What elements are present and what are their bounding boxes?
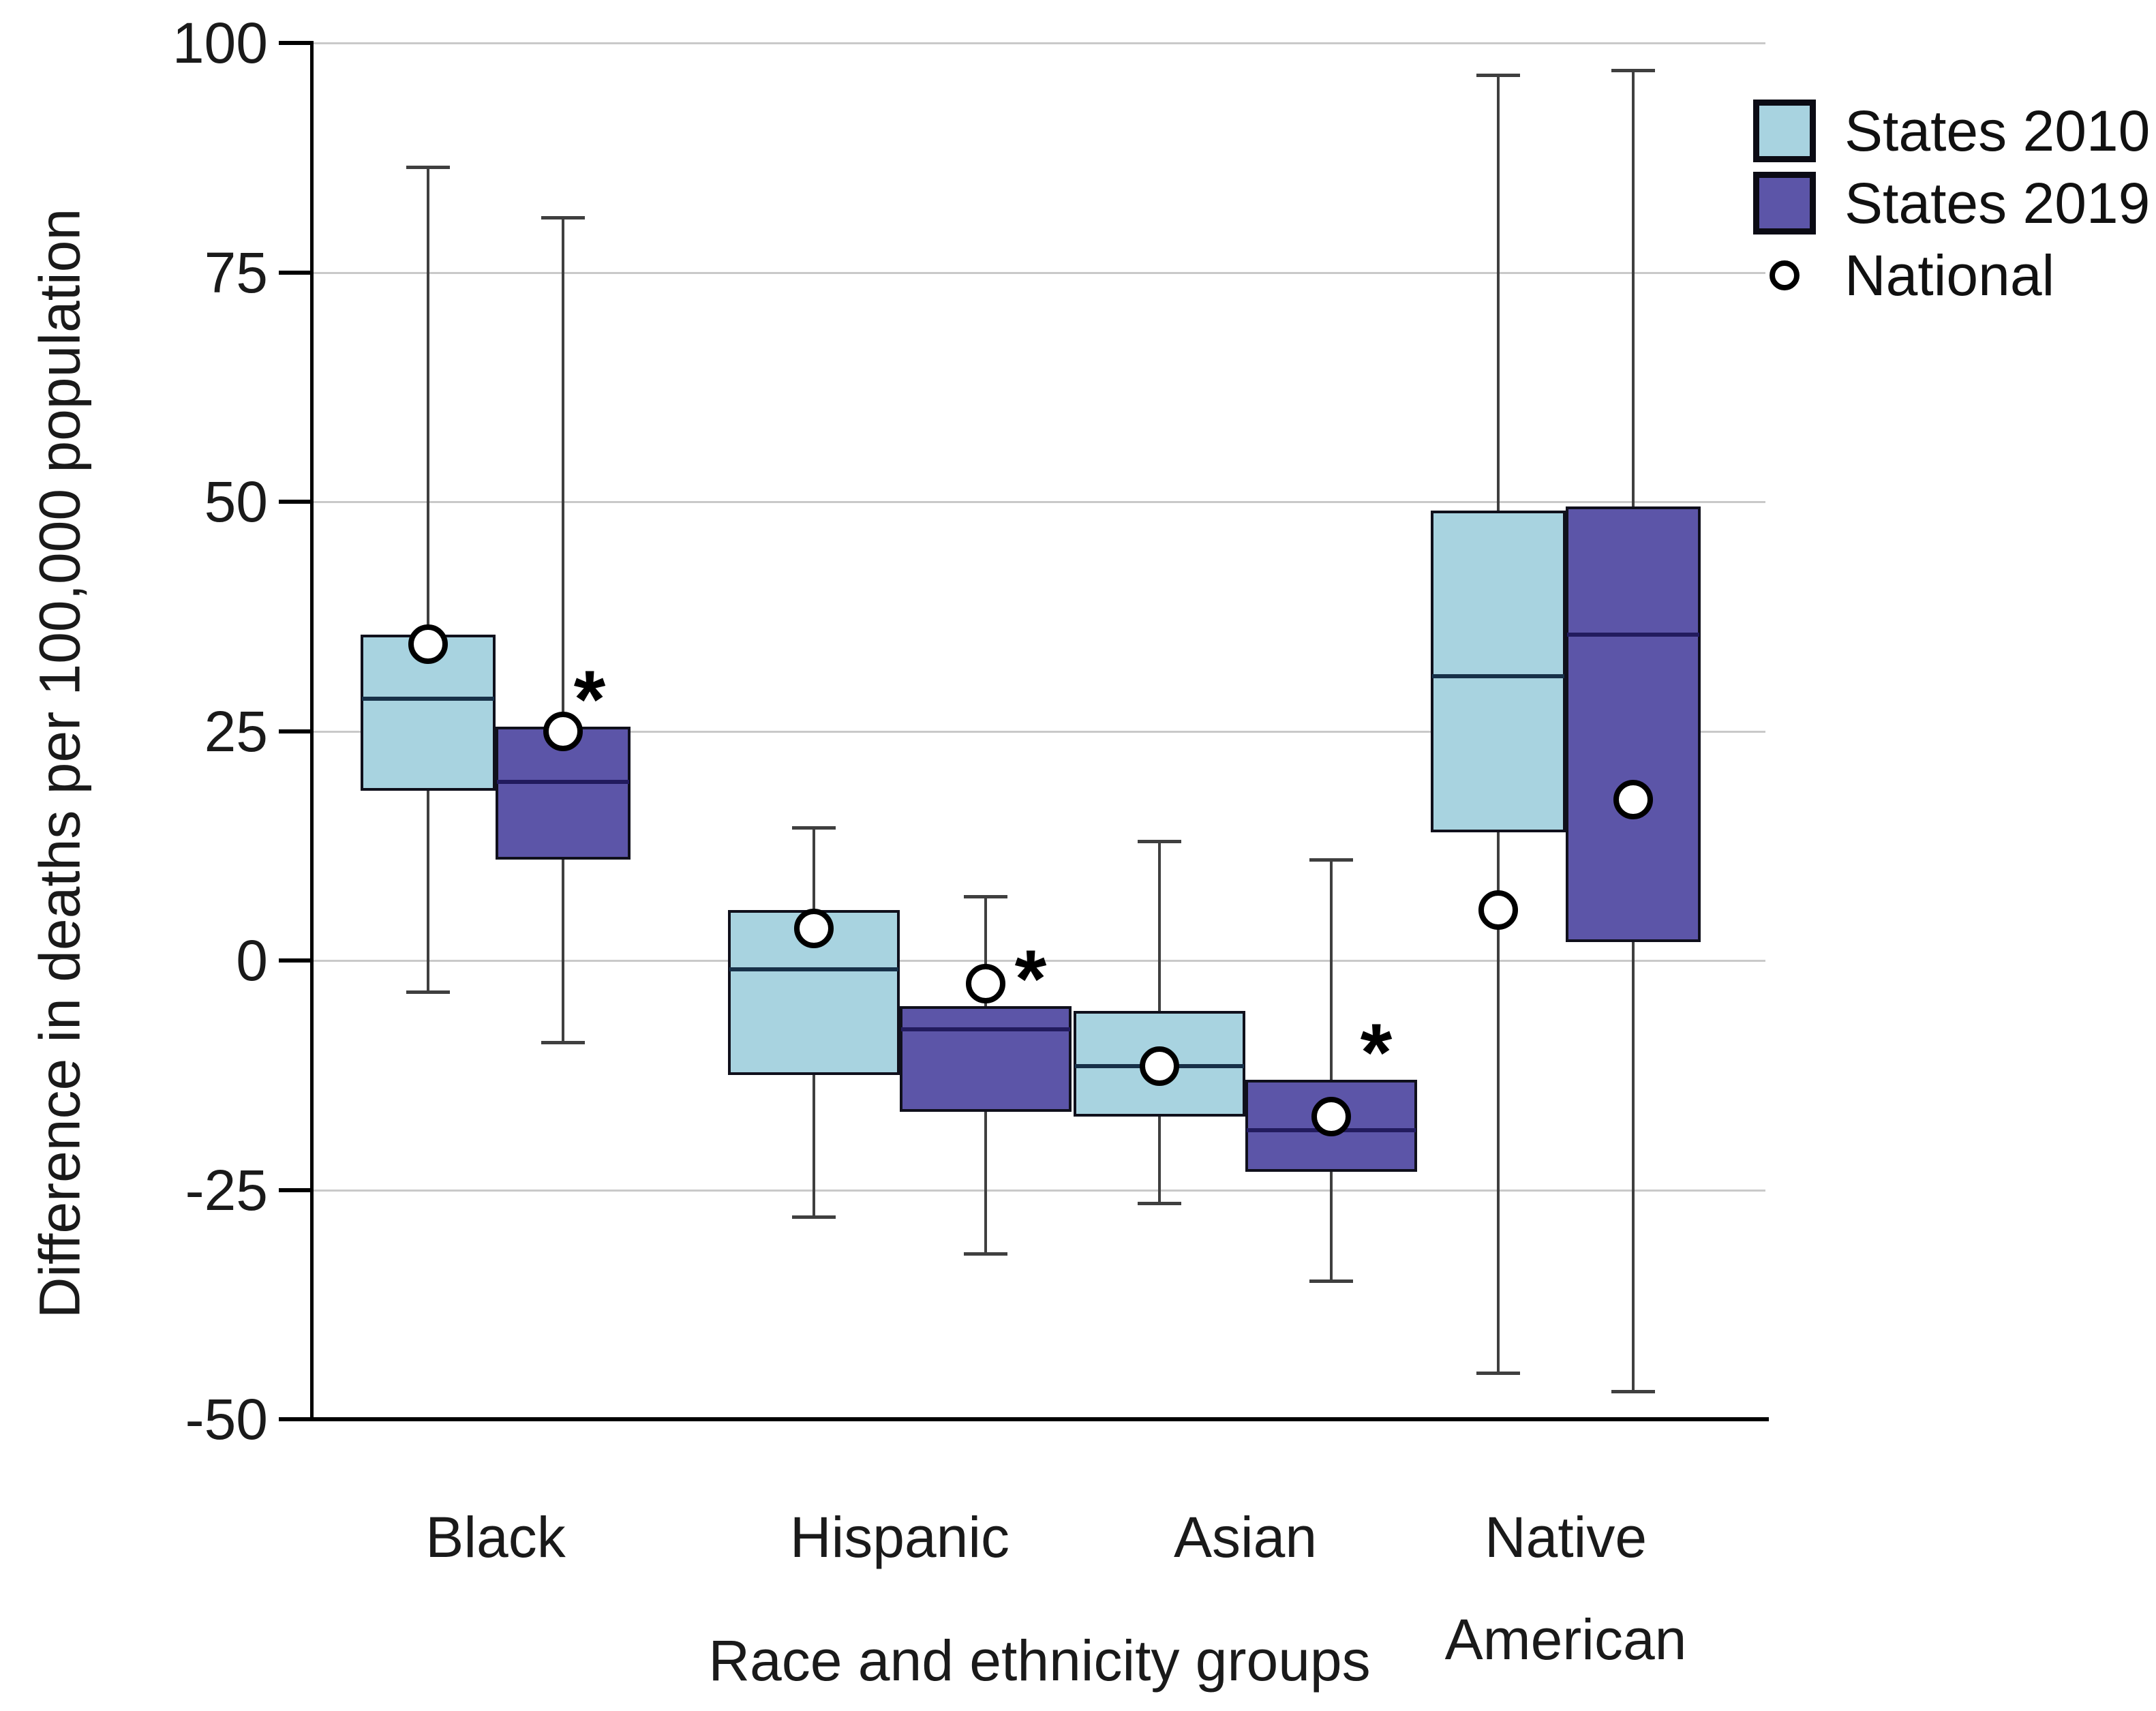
median-line — [362, 697, 494, 701]
legend-item-states-2019: States 2019 — [1753, 169, 2150, 237]
median-line — [1432, 673, 1564, 678]
whisker-cap-high — [964, 894, 1007, 898]
y-axis-line — [310, 41, 314, 1419]
national-marker — [966, 963, 1005, 1003]
median-line — [1567, 633, 1699, 637]
median-line — [729, 967, 898, 972]
legend-item-national: National — [1753, 241, 2150, 309]
gridline — [314, 271, 1765, 274]
national-marker — [1311, 1096, 1351, 1136]
national-marker — [543, 711, 583, 751]
y-tick-label: 0 — [236, 928, 268, 993]
whisker-cap-low — [406, 990, 450, 995]
x-axis-line — [307, 1417, 1769, 1421]
y-axis-tick — [279, 500, 310, 504]
significance-asterisk: * — [1360, 1006, 1393, 1098]
national-marker — [794, 908, 834, 948]
y-axis-tick — [279, 270, 310, 275]
y-axis-tick — [279, 41, 310, 45]
legend: States 2010 States 2019 National — [1753, 97, 2150, 314]
y-tick-label: 25 — [204, 699, 268, 763]
y-tick-label: 100 — [172, 11, 268, 75]
states-2019-swatch-icon — [1753, 172, 1816, 234]
significance-asterisk: * — [1014, 933, 1047, 1025]
whisker-line — [562, 217, 564, 1044]
y-axis-tick — [279, 958, 310, 963]
gridline — [314, 730, 1765, 733]
box-2019-asian — [1245, 1079, 1417, 1172]
x-axis-title: Race and ethnicity groups — [708, 1629, 1371, 1693]
x-category-label: Hispanic — [789, 1505, 1010, 1569]
whisker-cap-high — [792, 826, 836, 830]
y-axis-tick — [279, 729, 310, 733]
box-2019-hispanic — [900, 1006, 1072, 1112]
whisker-cap-low — [792, 1215, 836, 1219]
whisker-cap-high — [541, 215, 585, 219]
whisker-cap-high — [1611, 69, 1655, 73]
whisker-cap-high — [1309, 858, 1353, 862]
median-line — [497, 779, 629, 784]
median-line — [901, 1027, 1070, 1031]
states-2010-swatch-icon — [1753, 100, 1816, 162]
gridline — [314, 42, 1765, 44]
gridline — [314, 501, 1765, 503]
national-circle-icon — [1770, 260, 1800, 290]
legend-label: National — [1844, 243, 2055, 307]
gridline — [314, 1189, 1765, 1192]
whisker-cap-high — [1476, 74, 1520, 78]
national-marker — [408, 624, 448, 664]
y-axis-tick — [279, 1417, 310, 1421]
legend-label: States 2010 — [1844, 98, 2151, 163]
box-2019-native-american — [1566, 506, 1701, 943]
y-tick-label: -25 — [185, 1157, 268, 1222]
gridline — [314, 960, 1765, 962]
box-2010-native-american — [1431, 511, 1566, 832]
national-marker — [1478, 890, 1518, 930]
whisker-cap-low — [964, 1252, 1007, 1256]
national-marker — [1613, 780, 1653, 820]
y-tick-label: -50 — [185, 1387, 268, 1451]
whisker-cap-low — [1476, 1371, 1520, 1375]
whisker-cap-high — [1138, 840, 1181, 844]
whisker-cap-low — [541, 1041, 585, 1045]
significance-asterisk: * — [573, 653, 606, 745]
y-axis-tick — [279, 1187, 310, 1192]
y-axis-title: Difference in deaths per 100,000 populat… — [27, 208, 92, 1319]
whisker-cap-low — [1138, 1201, 1181, 1205]
legend-item-states-2010: States 2010 — [1753, 97, 2150, 165]
national-marker — [1140, 1046, 1179, 1086]
plot-area: 100 75 50 25 0 -25 -50 * * * Black Hispanic Asian Nat… — [172, 11, 1769, 1671]
y-tick-label: 75 — [204, 240, 268, 305]
whisker-cap-high — [406, 165, 450, 169]
whisker-cap-low — [1611, 1389, 1655, 1393]
whisker-cap-low — [1309, 1280, 1353, 1284]
whisker-line — [1330, 859, 1333, 1282]
whisker-line — [427, 166, 429, 993]
x-category-label: Native American — [1444, 1505, 1687, 1671]
legend-label: States 2019 — [1844, 170, 2151, 235]
y-tick-label: 50 — [204, 470, 268, 534]
x-category-label: Black — [425, 1505, 566, 1569]
x-category-label: Asian — [1173, 1505, 1318, 1569]
